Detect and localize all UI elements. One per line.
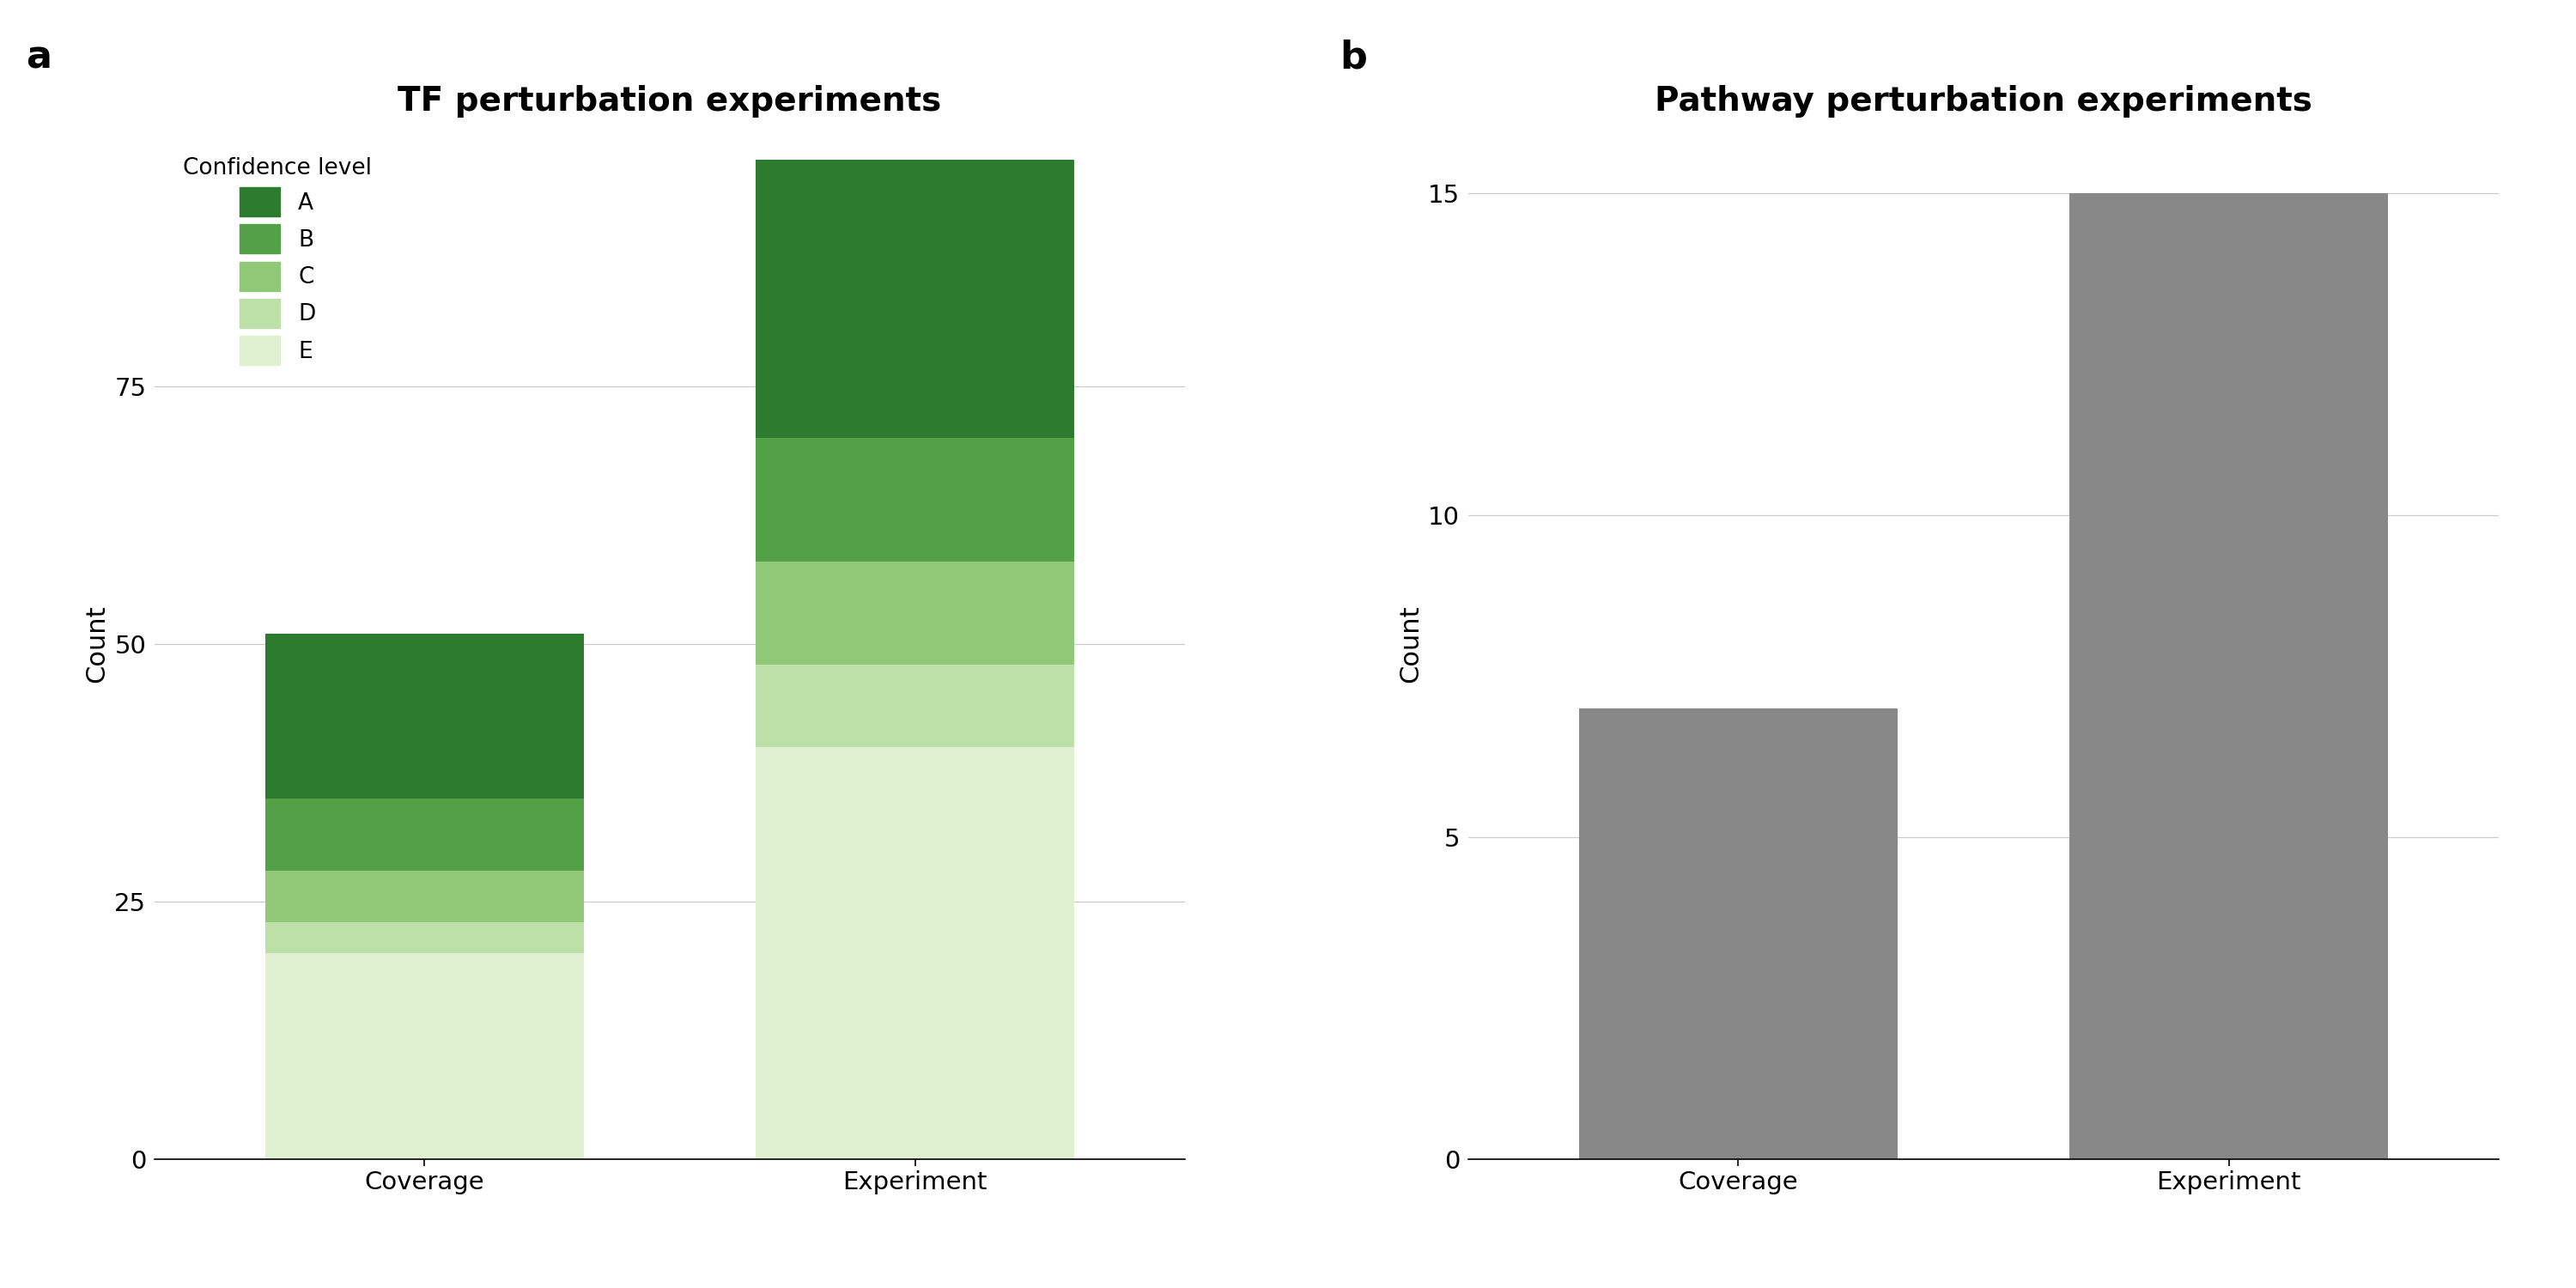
Bar (265, 799, 585, 871)
Bar (755, 438, 1074, 562)
Text: a: a (26, 39, 52, 76)
Bar (755, 665, 1074, 747)
Text: b: b (1340, 39, 1368, 76)
Legend: A, B, C, D, E: A, B, C, D, E (175, 151, 379, 372)
Bar (1579, 708, 1899, 1159)
Y-axis label: Count: Count (1399, 605, 1425, 683)
Title: Pathway perturbation experiments: Pathway perturbation experiments (1654, 85, 2313, 117)
Bar (265, 922, 585, 953)
Bar (2069, 193, 2388, 1159)
Bar (265, 634, 585, 799)
Bar (265, 871, 585, 922)
Title: TF perturbation experiments: TF perturbation experiments (397, 85, 943, 117)
Bar (755, 160, 1074, 438)
Y-axis label: Count: Count (85, 605, 111, 683)
Bar (755, 747, 1074, 1159)
Bar (265, 953, 585, 1159)
Bar (755, 562, 1074, 665)
